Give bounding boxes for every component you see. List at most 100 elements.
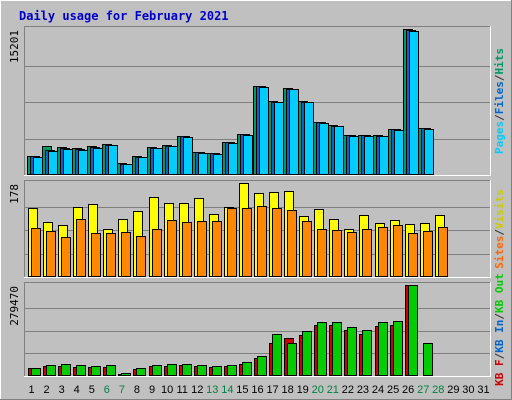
legend-entry: Hits	[493, 48, 506, 75]
day-label: 18	[282, 384, 294, 396]
bar-day-8	[136, 236, 146, 277]
bar-day-13	[212, 366, 222, 376]
day-label: 9	[149, 384, 155, 396]
day-label: 22	[342, 384, 354, 396]
bar-day-17	[274, 102, 284, 175]
bar-day-7	[121, 232, 131, 277]
bar-day-26	[408, 233, 418, 277]
day-label: 2	[44, 384, 50, 396]
bar-day-2	[46, 365, 56, 376]
day-label: 8	[134, 384, 140, 396]
day-label: 26	[402, 384, 414, 396]
bar-day-11	[182, 364, 192, 376]
bar-day-21	[332, 230, 342, 277]
bar-day-18	[287, 343, 297, 376]
day-label: 12	[191, 384, 203, 396]
bar-day-6	[106, 365, 116, 376]
bar-day-25	[393, 225, 403, 277]
bar-day-19	[302, 221, 312, 277]
bar-day-16	[259, 87, 269, 175]
bar-day-23	[362, 330, 372, 376]
bar-day-11	[183, 137, 193, 175]
day-label: 23	[357, 384, 369, 396]
day-label: 4	[74, 384, 80, 396]
bar-day-14	[227, 365, 237, 376]
bar-day-14	[227, 208, 237, 277]
bar-day-21	[334, 126, 344, 175]
series-pages	[33, 31, 434, 175]
bar-day-2	[46, 231, 56, 277]
bar-day-4	[76, 219, 86, 277]
bar-day-18	[287, 210, 297, 277]
day-label: 16	[251, 384, 263, 396]
series-legend: Sites/Visits	[493, 189, 506, 269]
bar-day-6	[108, 145, 118, 175]
bar-day-21	[332, 322, 342, 376]
bar-day-1	[31, 368, 41, 376]
bar-day-13	[213, 154, 223, 175]
legend-entry: Visits	[493, 189, 506, 229]
bar-day-6	[106, 233, 116, 277]
bar-day-27	[424, 129, 434, 175]
bar-day-10	[167, 220, 177, 277]
bar-day-19	[304, 102, 314, 175]
legend-entry: /	[493, 74, 506, 81]
legend-entry: /	[493, 313, 506, 320]
bar-day-9	[153, 148, 163, 175]
legend-entry: Pages	[493, 121, 506, 154]
bar-day-22	[347, 232, 357, 277]
bar-day-17	[272, 334, 282, 376]
bar-day-24	[378, 227, 388, 277]
bar-day-14	[228, 143, 238, 175]
bar-day-7	[121, 373, 131, 376]
day-label: 13	[206, 384, 218, 396]
bar-day-12	[197, 365, 207, 376]
bar-day-16	[257, 356, 267, 376]
bar-day-18	[289, 89, 299, 175]
bar-day-22	[347, 327, 357, 376]
bar-day-20	[317, 229, 327, 277]
bar-day-9	[152, 365, 162, 376]
bar-day-10	[167, 364, 177, 376]
bar-day-25	[393, 321, 403, 376]
day-label: 28	[432, 384, 444, 396]
bar-day-27	[423, 343, 433, 376]
series-legend: Pages/Files/Hits	[493, 48, 506, 154]
bar-day-12	[197, 221, 207, 277]
bar-day-1	[31, 228, 41, 277]
bar-day-5	[93, 148, 103, 175]
day-label: 27	[417, 384, 429, 396]
bar-day-15	[243, 135, 253, 175]
axis-max-label: 178	[8, 184, 21, 204]
bar-day-10	[168, 146, 178, 175]
day-label: 24	[372, 384, 384, 396]
bar-day-26	[408, 285, 418, 376]
axis-max-label: 279470	[8, 286, 21, 326]
bar-day-20	[319, 123, 329, 175]
bar-day-5	[91, 233, 101, 277]
bar-day-13	[212, 221, 222, 277]
bar-day-12	[198, 153, 208, 175]
legend-entry: KB F	[493, 359, 506, 386]
bar-day-3	[63, 149, 73, 175]
bar-day-8	[138, 157, 148, 175]
day-label: 25	[387, 384, 399, 396]
legend-entry: KB Out	[493, 273, 506, 313]
bar-day-15	[242, 208, 252, 277]
day-label: 21	[327, 384, 339, 396]
day-label: 30	[462, 384, 474, 396]
series-sites	[31, 206, 448, 277]
day-label: 19	[297, 384, 309, 396]
chart-title: Daily usage for February 2021	[19, 9, 229, 23]
panel-visits-sites: 178 Sites/Visits	[8, 180, 506, 278]
day-label: 3	[59, 384, 65, 396]
day-label: 6	[104, 384, 110, 396]
bar-day-8	[136, 368, 146, 376]
legend-entry: /	[493, 352, 506, 359]
bar-day-19	[302, 331, 312, 376]
day-label: 20	[312, 384, 324, 396]
day-label: 15	[236, 384, 248, 396]
